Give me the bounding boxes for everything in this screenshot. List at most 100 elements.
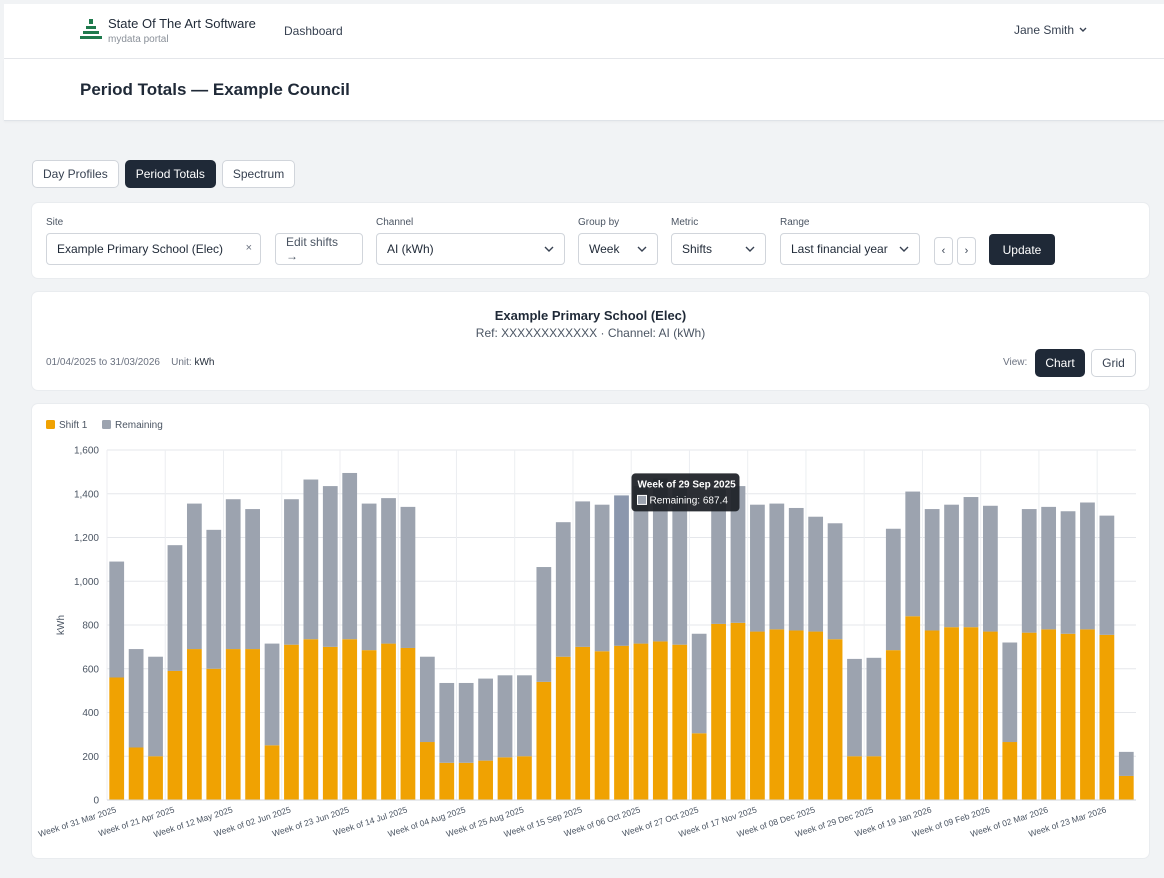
view-chart-button[interactable]: Chart: [1035, 349, 1085, 377]
bar-remaining[interactable]: [439, 682, 455, 763]
bar-remaining[interactable]: [186, 503, 202, 650]
bar-shift-1[interactable]: [1002, 742, 1018, 800]
bar-remaining[interactable]: [284, 499, 299, 645]
bar-remaining[interactable]: [691, 633, 707, 734]
bar-remaining[interactable]: [148, 656, 163, 757]
bar-shift-1[interactable]: [536, 681, 552, 801]
bar-remaining[interactable]: [885, 528, 901, 651]
bar-shift-1[interactable]: [109, 677, 125, 801]
bar-remaining[interactable]: [167, 545, 183, 671]
bar-remaining[interactable]: [517, 675, 532, 757]
bar-remaining[interactable]: [730, 486, 746, 623]
bar-remaining[interactable]: [847, 658, 862, 757]
bar-shift-1[interactable]: [594, 651, 610, 800]
bar-shift-1[interactable]: [186, 649, 202, 800]
bar-shift-1[interactable]: [400, 647, 416, 800]
bar-shift-1[interactable]: [1041, 629, 1057, 801]
bar-remaining[interactable]: [1099, 515, 1115, 635]
bar-shift-1[interactable]: [206, 668, 222, 800]
bar-shift-1[interactable]: [652, 641, 668, 800]
bar-shift-1[interactable]: [866, 756, 882, 800]
bar-remaining[interactable]: [478, 678, 493, 761]
bar-shift-1[interactable]: [342, 639, 358, 800]
legend-label[interactable]: Shift 1: [59, 420, 88, 431]
logo-icon[interactable]: [80, 19, 102, 43]
bar-shift-1[interactable]: [672, 644, 688, 800]
bar-remaining[interactable]: [497, 675, 513, 758]
bar-shift-1[interactable]: [614, 645, 629, 800]
bar-shift-1[interactable]: [847, 756, 862, 800]
bar-shift-1[interactable]: [769, 629, 785, 801]
bar-remaining[interactable]: [808, 516, 824, 632]
bar-remaining[interactable]: [458, 682, 474, 763]
next-period-button[interactable]: ›: [957, 237, 976, 265]
bar-remaining[interactable]: [322, 486, 338, 647]
bar-remaining[interactable]: [788, 507, 804, 631]
bar-remaining[interactable]: [594, 504, 610, 652]
bar-remaining[interactable]: [672, 486, 688, 645]
bar-shift-1[interactable]: [1099, 634, 1115, 800]
bar-remaining[interactable]: [1060, 511, 1076, 634]
bar-shift-1[interactable]: [788, 630, 804, 800]
legend-label[interactable]: Remaining: [115, 420, 163, 431]
bar-shift-1[interactable]: [711, 623, 726, 800]
bar-shift-1[interactable]: [478, 760, 493, 801]
group-by-select[interactable]: Week: [578, 233, 658, 265]
bar-shift-1[interactable]: [148, 756, 163, 800]
bar-shift-1[interactable]: [264, 745, 280, 800]
bar-shift-1[interactable]: [381, 643, 396, 800]
range-select[interactable]: Last financial year: [780, 233, 920, 265]
bar-remaining[interactable]: [225, 499, 241, 650]
bar-remaining[interactable]: [109, 561, 125, 678]
bar-remaining[interactable]: [1041, 506, 1057, 630]
bar-shift-1[interactable]: [1118, 775, 1134, 800]
nav-dashboard-link[interactable]: Dashboard: [284, 24, 343, 38]
bar-remaining[interactable]: [711, 489, 726, 624]
bar-shift-1[interactable]: [555, 656, 571, 800]
bar-shift-1[interactable]: [885, 650, 901, 800]
tab-day-profiles[interactable]: Day Profiles: [32, 160, 119, 188]
update-button[interactable]: Update: [989, 234, 1055, 265]
user-menu[interactable]: Jane Smith: [1014, 23, 1087, 37]
bar-shift-1[interactable]: [905, 616, 921, 800]
bar-shift-1[interactable]: [303, 639, 319, 800]
bar-remaining[interactable]: [361, 503, 377, 651]
bar-shift-1[interactable]: [245, 649, 260, 800]
bar-shift-1[interactable]: [963, 627, 979, 800]
bar-remaining[interactable]: [128, 649, 144, 748]
bar-remaining[interactable]: [1021, 509, 1037, 633]
legend-swatch[interactable]: [102, 420, 111, 429]
bar-remaining[interactable]: [924, 509, 940, 631]
bar-shift-1[interactable]: [1060, 633, 1076, 800]
bar-remaining[interactable]: [827, 523, 843, 640]
bar-shift-1[interactable]: [361, 650, 377, 800]
legend-swatch[interactable]: [46, 420, 55, 429]
bar-shift-1[interactable]: [944, 627, 959, 800]
bar-shift-1[interactable]: [633, 643, 649, 800]
bar-shift-1[interactable]: [827, 639, 843, 800]
bar-shift-1[interactable]: [167, 670, 183, 800]
tab-spectrum[interactable]: Spectrum: [221, 160, 296, 188]
bar-shift-1[interactable]: [983, 631, 998, 800]
bar-shift-1[interactable]: [497, 757, 513, 800]
bar-remaining[interactable]: [769, 503, 785, 630]
bar-remaining[interactable]: [536, 567, 552, 682]
bar-shift-1[interactable]: [128, 747, 144, 801]
bar-shift-1[interactable]: [1080, 629, 1095, 801]
bar-shift-1[interactable]: [1021, 632, 1037, 800]
view-grid-button[interactable]: Grid: [1091, 349, 1136, 377]
bar-shift-1[interactable]: [225, 649, 241, 800]
bar-shift-1[interactable]: [575, 646, 591, 801]
bar-shift-1[interactable]: [419, 742, 435, 800]
bar-shift-1[interactable]: [730, 622, 746, 800]
bar-remaining[interactable]: [1080, 502, 1095, 630]
bar-remaining[interactable]: [866, 657, 882, 757]
bar-remaining[interactable]: [303, 479, 319, 640]
bar-remaining[interactable]: [944, 504, 959, 628]
bar-remaining[interactable]: [633, 486, 649, 644]
bar-remaining[interactable]: [381, 498, 396, 644]
bar-shift-1[interactable]: [808, 631, 824, 800]
bar-remaining[interactable]: [1118, 751, 1134, 776]
bar-remaining[interactable]: [614, 495, 629, 646]
bar-remaining[interactable]: [555, 522, 571, 657]
